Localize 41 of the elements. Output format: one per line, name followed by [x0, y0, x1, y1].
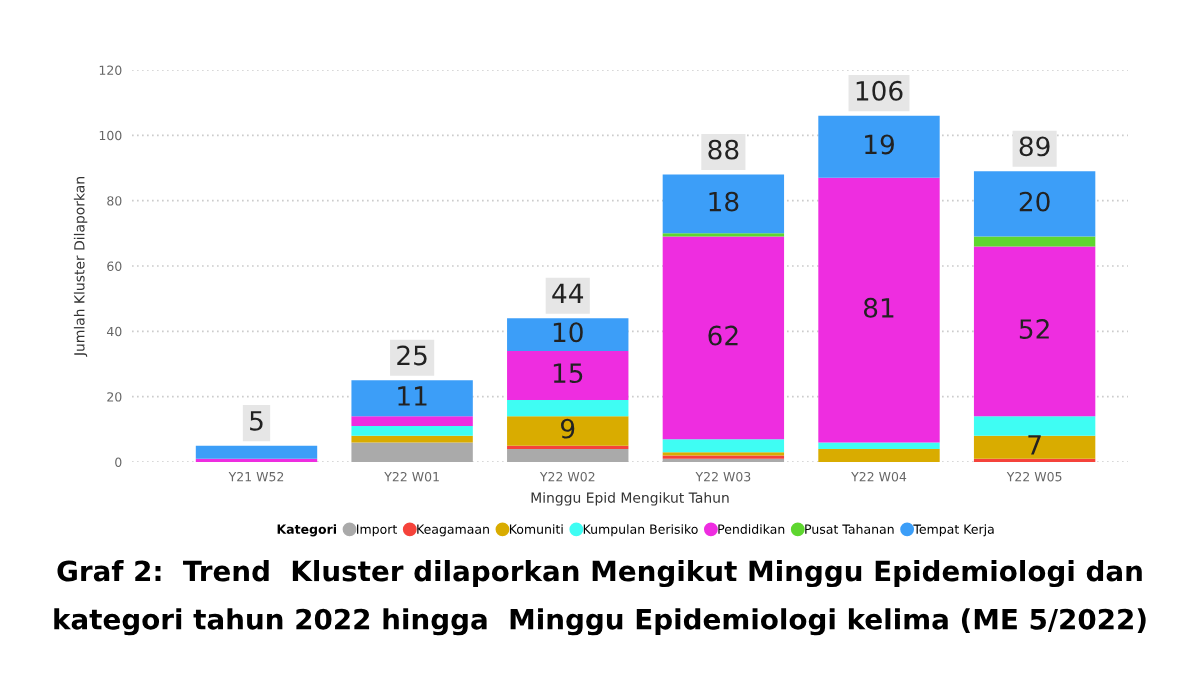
bar: [507, 318, 629, 351]
bar: [662, 174, 785, 234]
data-label: 10: [553, 322, 583, 343]
bar: [351, 442, 473, 462]
bar: [351, 435, 473, 443]
bar: [973, 236, 1096, 247]
bar: [662, 236, 785, 440]
data-label: 11: [398, 386, 427, 406]
bar: [195, 445, 318, 459]
total-label: 88: [708, 139, 739, 160]
data-label: 19: [865, 134, 894, 155]
text: Graf 2: Trend Kluster dilaporkan Mengikut Minggu Epidemiologi dan kategori tahun 2022 hingga Minggu Epidemiologi kelima (ME 5/2022): [54, 560, 1146, 636]
bar: [973, 416, 1096, 436]
data-label: 18: [709, 191, 739, 212]
bar: [351, 426, 473, 436]
bar: [818, 448, 940, 462]
bar: [818, 177, 940, 443]
bar: [973, 246, 1096, 417]
bar: [507, 350, 629, 400]
data-label: 81: [864, 297, 894, 318]
total-label: 106: [856, 80, 903, 101]
data-label: 9: [561, 418, 575, 439]
total-label: 89: [1019, 136, 1050, 157]
total-label: 5: [250, 411, 263, 431]
bar: [662, 439, 785, 453]
bar: [973, 435, 1096, 459]
bar: [507, 448, 629, 462]
total-label: 44: [552, 283, 584, 303]
bar: [351, 416, 473, 427]
data-label: 52: [1019, 319, 1049, 339]
bar: [507, 399, 629, 417]
data-label: 15: [553, 363, 583, 384]
bar: [351, 380, 473, 417]
data-label: 7: [1028, 435, 1041, 455]
bar: [818, 442, 940, 449]
data-label: 62: [708, 325, 738, 346]
bar: [973, 171, 1096, 237]
bar: [507, 416, 629, 446]
total-label: 25: [397, 345, 427, 366]
bar: [818, 115, 940, 178]
data-label: 20: [1019, 191, 1050, 212]
